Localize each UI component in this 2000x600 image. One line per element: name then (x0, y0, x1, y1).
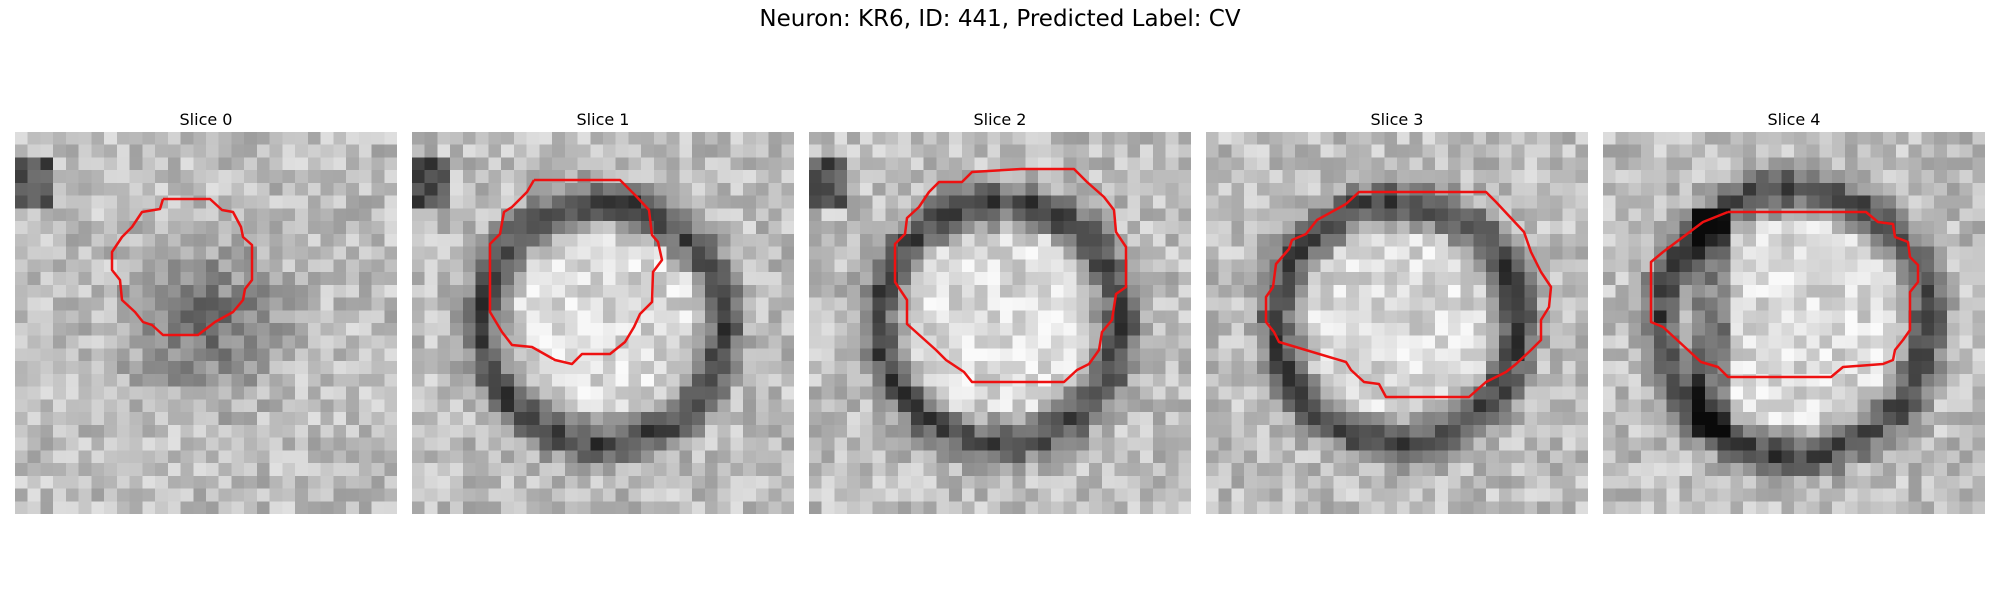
slice-panel-1: Slice 1 (412, 108, 794, 514)
slice-image (15, 132, 397, 514)
slice-title: Slice 0 (179, 110, 233, 129)
microscopy-image (412, 132, 794, 514)
slice-image (809, 132, 1191, 514)
segmentation-contour (1264, 190, 1553, 399)
segmentation-contour (893, 167, 1128, 384)
slice-title: Slice 2 (973, 110, 1027, 129)
microscopy-image (1603, 132, 1985, 514)
slice-image (1206, 132, 1588, 514)
slice-panel-4: Slice 4 (1603, 108, 1985, 514)
figure-title: Neuron: KR6, ID: 441, Predicted Label: C… (759, 6, 1241, 32)
slice-panel-0: Slice 0 (15, 108, 397, 514)
segmentation-contour (110, 197, 254, 337)
segmentation-contour (1649, 210, 1920, 379)
segmentation-contour (488, 178, 664, 366)
slice-title: Slice 3 (1370, 110, 1424, 129)
slice-panel-3: Slice 3 (1206, 108, 1588, 514)
slice-image (412, 132, 794, 514)
microscopy-image (1206, 132, 1588, 514)
slice-title: Slice 1 (576, 110, 630, 129)
microscopy-image (15, 132, 397, 514)
slice-panel-2: Slice 2 (809, 108, 1191, 514)
microscopy-image (809, 132, 1191, 514)
slice-title: Slice 4 (1767, 110, 1821, 129)
slice-image (1603, 132, 1985, 514)
